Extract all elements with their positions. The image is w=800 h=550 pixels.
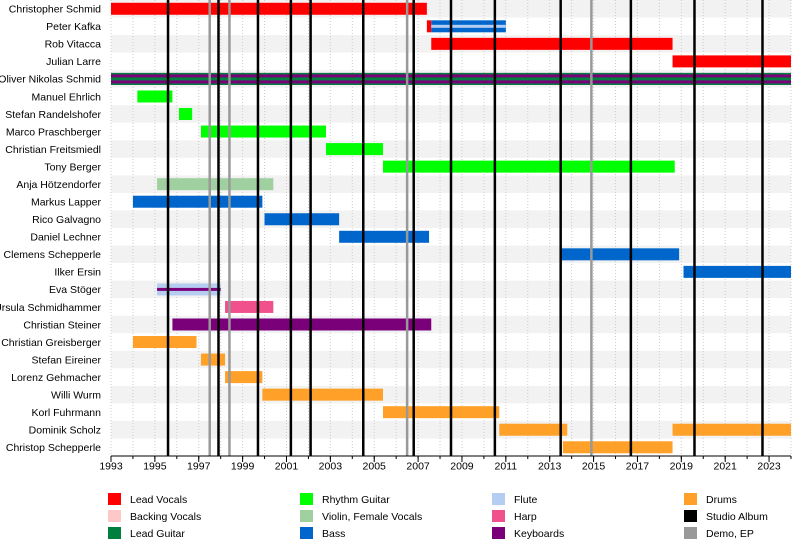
member-name: Christop Schepperle xyxy=(6,442,101,454)
legend-swatch xyxy=(108,527,121,539)
legend-label: Lead Vocals xyxy=(130,494,187,506)
x-tick-label: 2017 xyxy=(626,461,650,473)
legend-label: Keyboards xyxy=(514,528,564,540)
legend-label: Violin, Female Vocals xyxy=(322,511,422,523)
member-bar-inner xyxy=(431,24,506,28)
member-name: Rico Galvagno xyxy=(32,214,101,226)
member-bar xyxy=(426,20,432,33)
member-bar xyxy=(383,406,500,419)
member-bar xyxy=(179,108,193,121)
legend-swatch xyxy=(492,510,505,522)
member-bar xyxy=(132,336,197,349)
member-name: Marco Praschberger xyxy=(6,126,102,138)
member-name: Willi Wurm xyxy=(51,389,101,401)
x-tick-label: 2013 xyxy=(538,461,562,473)
legend-label: Bass xyxy=(322,528,345,540)
x-tick-label: 1993 xyxy=(99,461,123,473)
member-name: Julian Larre xyxy=(46,56,101,68)
member-name: Manuel Ehrlich xyxy=(32,91,102,103)
member-name: Christopher Schmid xyxy=(9,4,101,16)
legend-label: Harp xyxy=(514,511,537,523)
x-tick-label: 1997 xyxy=(187,461,211,473)
member-bar xyxy=(225,300,274,313)
member-bar xyxy=(325,143,383,156)
member-bar xyxy=(560,248,680,261)
legend-swatch xyxy=(492,493,505,505)
member-bar xyxy=(672,423,791,436)
member-bar xyxy=(172,318,432,331)
member-bar xyxy=(262,388,383,401)
member-bar xyxy=(225,371,263,384)
x-tick-label: 2005 xyxy=(363,461,387,473)
member-name: Peter Kafka xyxy=(46,21,101,33)
member-name: Lorenz Gehmacher xyxy=(11,372,101,384)
member-bar xyxy=(562,441,673,454)
legend-swatch xyxy=(300,510,313,522)
x-tick-label: 2023 xyxy=(757,461,781,473)
legend-swatch xyxy=(684,493,697,505)
x-tick-label: 2011 xyxy=(495,461,518,473)
x-tick-label: 2001 xyxy=(275,461,299,473)
legend-label: Backing Vocals xyxy=(130,511,201,523)
member-name: Ursula Schmidhammer xyxy=(0,302,102,314)
x-tick-label: 2007 xyxy=(406,461,430,473)
legend-label: Drums xyxy=(706,494,737,506)
member-name: Stefan Eireiner xyxy=(32,354,102,366)
member-bar xyxy=(499,423,568,436)
member-bar xyxy=(339,230,430,243)
member-name: Anja Hötzendorfer xyxy=(16,179,101,191)
member-bar xyxy=(111,2,427,15)
x-tick-label: 2003 xyxy=(319,461,343,473)
member-bar xyxy=(200,125,326,138)
member-bar-inner xyxy=(157,287,221,291)
member-name: Dominik Scholz xyxy=(29,425,101,437)
member-name: Ilker Ersin xyxy=(54,267,101,279)
x-tick-label: 2019 xyxy=(670,461,694,473)
x-tick-label: 1999 xyxy=(231,461,255,473)
member-name: Korl Fuhrmann xyxy=(32,407,102,419)
member-bar xyxy=(672,55,791,68)
legend-label: Studio Album xyxy=(706,511,768,523)
x-tick-label: 2021 xyxy=(714,461,738,473)
legend-swatch xyxy=(684,510,697,522)
member-name: Stefan Randelshofer xyxy=(5,109,101,121)
legend-swatch xyxy=(300,527,313,539)
legend-label: Demo, EP xyxy=(706,528,754,540)
member-bar xyxy=(137,90,173,103)
member-name: Markus Lapper xyxy=(31,197,102,209)
legend-label: Lead Guitar xyxy=(130,528,185,540)
member-bar xyxy=(157,178,274,191)
legend-swatch xyxy=(108,493,121,505)
member-bar xyxy=(431,37,673,50)
member-bar xyxy=(200,353,226,366)
member-name: Rob Vitacca xyxy=(45,39,102,51)
member-name: Oliver Nikolas Schmid xyxy=(0,74,101,86)
legend-swatch xyxy=(300,493,313,505)
member-name: Christian Greisberger xyxy=(1,337,101,349)
member-name: Tony Berger xyxy=(44,161,101,173)
legend-label: Rhythm Guitar xyxy=(322,494,390,506)
x-tick-label: 2009 xyxy=(450,461,474,473)
member-bar xyxy=(383,160,675,173)
member-name: Eva Stöger xyxy=(49,284,101,296)
member-name: Daniel Lechner xyxy=(30,232,101,244)
member-bar xyxy=(264,213,340,226)
legend-swatch xyxy=(108,510,121,522)
member-bar xyxy=(132,195,263,208)
member-name: Clemens Schepperle xyxy=(4,249,102,261)
legend-label: Flute xyxy=(514,494,538,506)
member-bar xyxy=(683,265,791,278)
x-tick-label: 1995 xyxy=(143,461,167,473)
legend-swatch xyxy=(492,527,505,539)
x-tick-label: 2015 xyxy=(582,461,606,473)
member-name: Christian Freitsmiedl xyxy=(5,144,101,156)
member-name: Christian Steiner xyxy=(23,319,101,331)
legend-swatch xyxy=(684,527,697,539)
